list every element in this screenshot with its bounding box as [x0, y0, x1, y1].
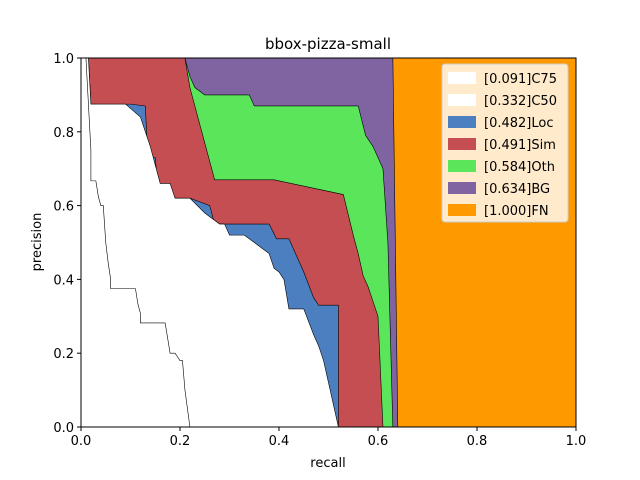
y-axis-title: precision	[30, 213, 45, 272]
legend-swatch-loc	[448, 116, 476, 128]
legend-entry-oth: [0.584]Oth	[484, 160, 555, 175]
boundary-c50	[81, 57, 339, 428]
boundary-c75	[81, 57, 191, 428]
legend-swatch-c75	[448, 72, 476, 84]
legend-entry-c50: [0.332]C50	[484, 94, 557, 109]
boundary-sim	[81, 57, 384, 428]
legend-swatch-sim	[448, 138, 476, 150]
x-tick-label: 0.0	[71, 434, 92, 449]
x-tick-label: 0.8	[467, 434, 488, 449]
x-tick-label: 1.0	[566, 434, 587, 449]
boundary-oth	[81, 57, 394, 428]
legend-entry-bg: [0.634]BG	[484, 182, 550, 197]
y-tick-label: 1.0	[53, 52, 74, 67]
plot-area	[81, 57, 577, 428]
area-c75	[81, 58, 190, 427]
y-tick-label: 0.2	[53, 347, 74, 362]
chart-title: bbox-pizza-small	[265, 35, 391, 53]
y-tick-label: 0.0	[53, 421, 74, 436]
legend: [0.091]C75 [0.332]C50 [0.482]Loc [0.491]Sim…	[441, 63, 569, 223]
legend-entry-c75: [0.091]C75	[484, 72, 557, 87]
legend-swatch-oth	[448, 160, 476, 172]
plot-frame	[80, 57, 577, 428]
y-tick-label: 0.6	[53, 200, 74, 215]
x-tick-label: 0.6	[368, 434, 389, 449]
legend-entry-sim: [0.491]Sim	[484, 138, 556, 153]
x-tick-label: 0.4	[269, 434, 290, 449]
legend-swatch-fn	[448, 204, 476, 216]
legend-swatch-bg	[448, 182, 476, 194]
y-tick-label: 0.8	[53, 126, 74, 141]
legend-swatch-c50	[448, 94, 476, 106]
axis-ticks: 0.0 0.2 0.4 0.6 0.8 1.0 0.0 0.2 0.4 0.6 0.8 1.0	[53, 52, 586, 449]
x-tick-label: 0.2	[170, 434, 191, 449]
legend-entry-fn: [1.000]FN	[484, 204, 549, 219]
y-tick-label: 0.4	[53, 273, 74, 288]
legend-entry-loc: [0.482]Loc	[484, 116, 553, 131]
x-axis-title: recall	[310, 456, 345, 471]
